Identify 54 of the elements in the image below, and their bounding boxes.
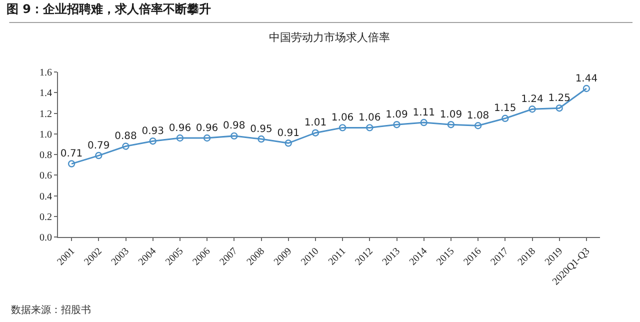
y-tick-label: 0.0 xyxy=(40,232,52,244)
y-tick-label: 0.6 xyxy=(40,170,52,182)
y-tick-label: 0.2 xyxy=(40,212,52,223)
data-label: 0.96 xyxy=(168,122,192,134)
data-label: 1.09 xyxy=(440,109,462,120)
data-label: 0.91 xyxy=(277,128,300,139)
data-label: 1.09 xyxy=(386,109,408,120)
point xyxy=(258,135,265,143)
point xyxy=(366,124,374,132)
data-label: 1.25 xyxy=(548,92,570,104)
data-label: 0.88 xyxy=(114,131,137,142)
data-label: 0.98 xyxy=(223,120,246,132)
point xyxy=(338,124,346,132)
point xyxy=(230,132,238,140)
data-label: 0.79 xyxy=(88,140,110,152)
y-tick-label: 0.4 xyxy=(40,191,52,202)
data-label: 1.01 xyxy=(304,118,327,129)
point xyxy=(528,106,536,113)
data-label: 1.44 xyxy=(575,73,598,84)
source-note: 数据来源：招股书 xyxy=(11,304,91,316)
y-tick-label: 1.0 xyxy=(40,129,52,140)
data-label: 1.06 xyxy=(358,112,381,124)
data-label: 1.06 xyxy=(331,112,354,124)
point xyxy=(312,129,320,136)
point xyxy=(474,122,482,130)
data-label: 0.95 xyxy=(250,124,272,135)
data-label: 1.24 xyxy=(521,94,544,105)
data-label: 1.08 xyxy=(466,110,490,122)
data-label: 1.11 xyxy=(412,107,435,118)
point xyxy=(122,142,130,150)
data-label: 0.71 xyxy=(60,148,83,160)
point xyxy=(203,134,211,142)
point xyxy=(582,84,590,92)
point xyxy=(176,134,184,142)
point xyxy=(502,114,509,122)
x-tick-label: 2001 xyxy=(55,246,78,268)
chart-subtitle: 中国劳动力市场求人倍率 xyxy=(269,31,390,44)
data-label: 1.15 xyxy=(494,103,516,114)
point xyxy=(149,137,156,145)
x-tick-label: 2011 xyxy=(326,246,348,268)
point xyxy=(556,104,563,112)
point xyxy=(95,152,102,160)
y-tick-label: 1.6 xyxy=(40,68,52,78)
y-tick-label: 0.8 xyxy=(40,150,52,161)
y-tick-label: 1.4 xyxy=(40,88,52,100)
data-label: 0.96 xyxy=(196,122,218,134)
chart-title: 图 9：企业招聘难，求人倍率不断攀升 xyxy=(6,2,211,16)
y-tick-label: 1.2 xyxy=(40,108,52,120)
point xyxy=(420,118,428,126)
point xyxy=(68,160,76,168)
data-label: 0.93 xyxy=(142,126,164,137)
point xyxy=(284,140,292,147)
point xyxy=(393,120,400,128)
point xyxy=(447,120,455,128)
